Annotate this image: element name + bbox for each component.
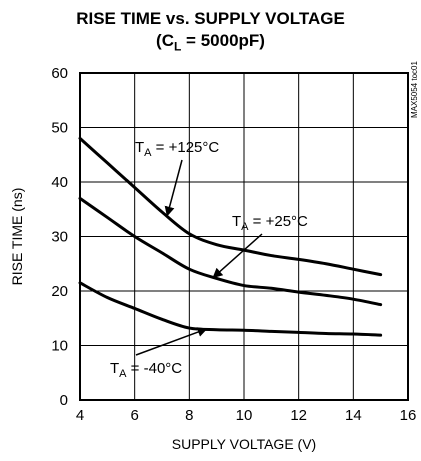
series-line-1	[78, 196, 383, 307]
x-tick-label: 4	[76, 407, 84, 424]
x-tick-label: 14	[345, 407, 362, 424]
series-lines	[78, 136, 383, 337]
y-tick-label: 0	[60, 392, 68, 409]
grid	[80, 73, 408, 400]
subtitle-suffix: = 5000pF)	[181, 31, 265, 50]
y-tick-label: 20	[51, 283, 68, 300]
chart-title-line1: RISE TIME vs. SUPPLY VOLTAGE	[76, 9, 345, 28]
x-tick-label: 10	[236, 407, 253, 424]
series-line-0	[78, 136, 383, 277]
x-tick-label: 16	[400, 407, 417, 424]
annotation-arrow-2	[135, 327, 208, 356]
annotation-label-0: TA = +125°C	[135, 139, 219, 159]
axes: 4 6 8 10 12 14 16 0 10 20 30 40 50 60 SUPPLY VOLTAGE (…	[9, 61, 419, 452]
x-tick-label: 8	[185, 407, 193, 424]
y-tick-label: 30	[51, 229, 68, 246]
annotation-label-1: TA = +25°C	[232, 213, 308, 233]
subtitle-subscript: L	[173, 39, 182, 54]
annotation-label-2: TA = -40°C	[110, 360, 182, 380]
y-tick-label: 10	[51, 338, 68, 355]
y-tick-label: 60	[51, 65, 68, 82]
y-tick-label: 50	[51, 120, 68, 137]
watermark-label: MAX5054 toc01	[410, 61, 419, 118]
chart-title: RISE TIME vs. SUPPLY VOLTAGE (CL = 5000p…	[0, 8, 421, 57]
x-tick-label: 12	[290, 407, 307, 424]
annotations: TA = +125°C TA = +25°C TA = -40°C	[110, 139, 308, 380]
series-line-2	[78, 281, 383, 337]
y-tick-label: 40	[51, 174, 68, 191]
annotation-arrow-1	[212, 233, 263, 279]
chart-subtitle: (CL = 5000pF)	[0, 30, 421, 57]
plot-frame	[79, 72, 409, 401]
x-tick-label: 6	[130, 407, 138, 424]
annotation-arrow-0	[164, 159, 183, 217]
subtitle-prefix: (C	[156, 31, 174, 50]
x-axis-label: SUPPLY VOLTAGE (V)	[172, 436, 316, 452]
y-axis-label: RISE TIME (ns)	[9, 188, 25, 286]
